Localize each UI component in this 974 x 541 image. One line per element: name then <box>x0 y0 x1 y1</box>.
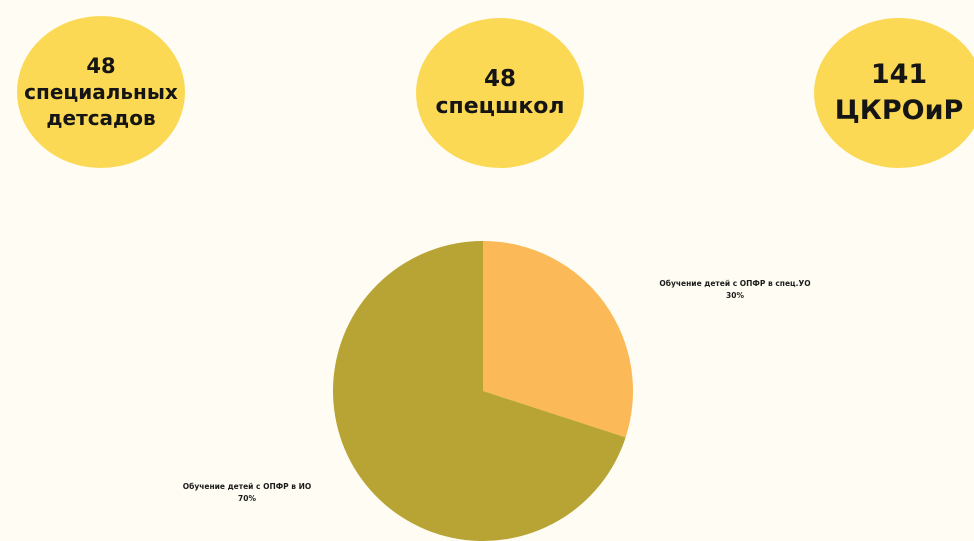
pie-slice-value-label-1: 70% <box>238 494 256 503</box>
stat-number: 141 <box>870 59 928 90</box>
pie-slice-0 <box>483 241 633 438</box>
stat-label: ЦКРОиР <box>834 95 964 126</box>
stat-label: специальных детсадов <box>24 80 178 130</box>
stat-number: 48 <box>483 66 516 92</box>
pie-slice-label-0: Обучение детей с ОПФР в спец.УО <box>659 279 810 288</box>
pie-slice-value-label-0: 30% <box>726 291 744 300</box>
pie-slice-1 <box>332 241 626 541</box>
stat-circle-ckroir: 141 ЦКРОиР <box>814 18 974 168</box>
pie-slice-label-1: Обучение детей с ОПФР в ИО <box>183 482 312 491</box>
stat-circle-special-kindergartens: 48 специальных детсадов <box>17 16 185 168</box>
stat-label: спецшкол <box>435 94 565 119</box>
stat-number: 48 <box>86 54 116 78</box>
stat-circle-special-schools: 48 спецшкол <box>416 18 584 168</box>
